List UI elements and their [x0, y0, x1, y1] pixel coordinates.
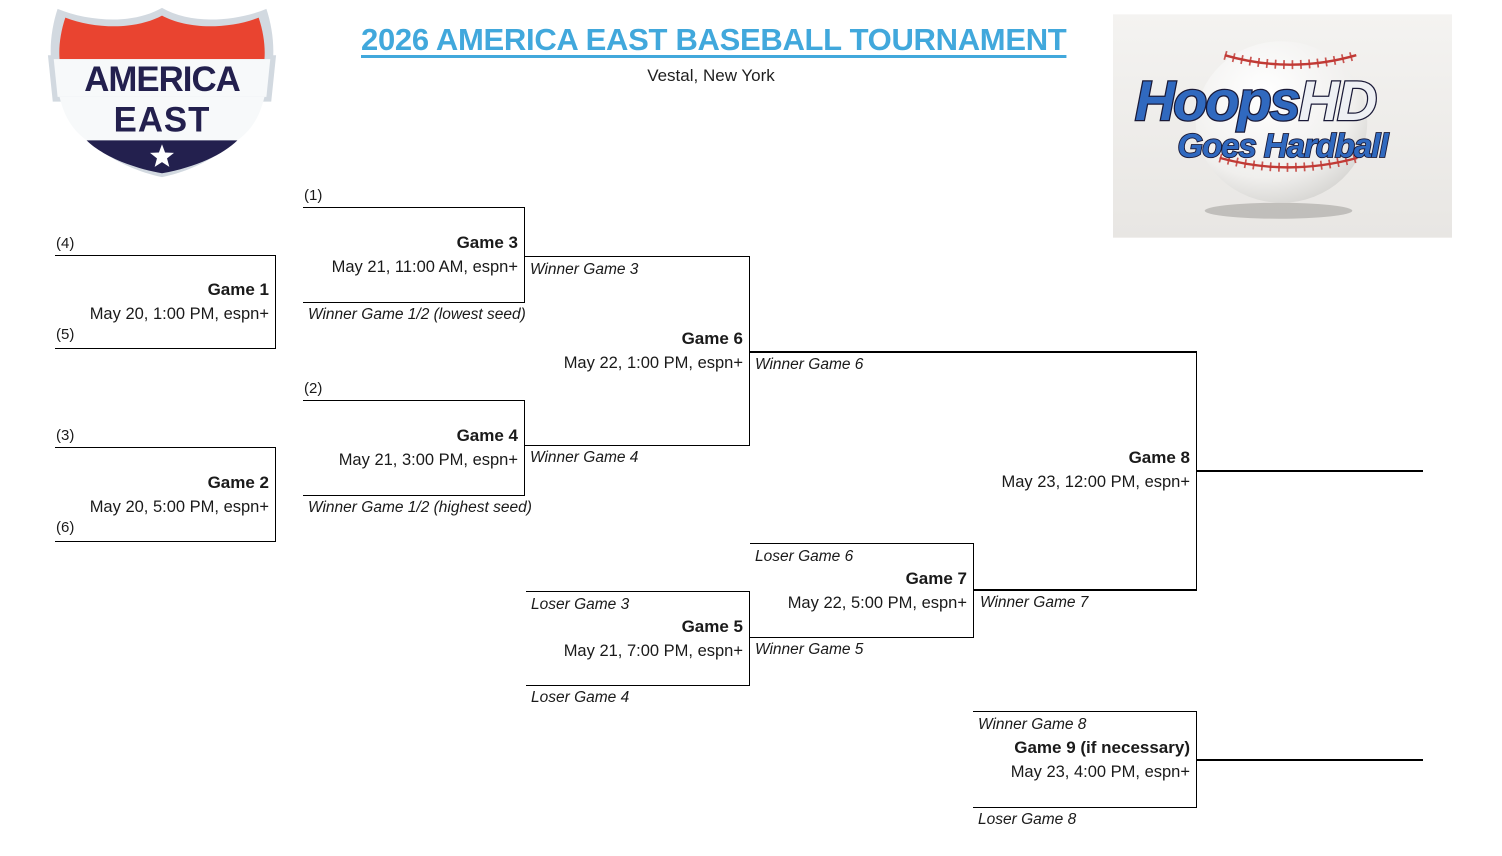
hoops-text: Hoops — [1135, 69, 1300, 132]
hd-text: HD — [1299, 69, 1376, 132]
game-5-bottom-feeder: Loser Game 4 — [531, 689, 630, 706]
game-8-bottom-line — [973, 589, 1197, 591]
game-8-name: Game 8 — [1128, 448, 1190, 467]
game-6-bottom-feeder: Winner Game 4 — [530, 449, 639, 466]
game-7-bracket: Loser Game 6 Winner Game 5 Game 7 May 22… — [750, 543, 974, 658]
game-4-top-seed: (2) — [304, 380, 323, 397]
game-3-bottom-feeder: Winner Game 1/2 (lowest seed) — [308, 306, 526, 323]
page-subtitle: Vestal, New York — [647, 66, 775, 85]
shield-text-america: AMERICA — [84, 60, 240, 99]
game-4-info: May 21, 3:00 PM, espn+ — [338, 451, 518, 469]
game-6-bracket: Winner Game 3 Winner Game 4 Game 6 May 2… — [525, 256, 750, 466]
game-9-bottom-feeder: Loser Game 8 — [978, 811, 1077, 828]
hoopshd-wordmark: HoopsHD — [1135, 69, 1376, 132]
game-8-winner-line — [1197, 470, 1423, 472]
page-title[interactable]: 2026 AMERICA EAST BASEBALL TOURNAMENT — [361, 22, 1067, 57]
america-east-logo-icon: AMERICA EAST — [47, 7, 277, 178]
game-5-top-feeder: Loser Game 3 — [531, 596, 630, 613]
game-2-bottom-seed: (6) — [56, 519, 75, 536]
shield-red-top — [59, 15, 265, 60]
game-8-top-line — [750, 351, 1197, 353]
game-9-winner-line — [1197, 759, 1423, 761]
game-4-bracket: (2) Winner Game 1/2 (highest seed) Game … — [303, 380, 532, 516]
game-3-top-seed: (1) — [304, 187, 323, 204]
game-5-info: May 21, 7:00 PM, espn+ — [563, 641, 743, 660]
game-8-top-feeder: Winner Game 6 — [755, 356, 864, 373]
game-1-name: Game 1 — [207, 280, 269, 299]
shield-star-icon — [150, 144, 174, 167]
game-9-name: Game 9 (if necessary) — [1014, 737, 1190, 757]
game-9-bracket: Winner Game 8 Loser Game 8 Game 9 (if ne… — [973, 711, 1197, 828]
game-9-top-feeder: Winner Game 8 — [978, 716, 1087, 733]
game-2-top-seed: (3) — [56, 427, 75, 444]
game-7-top-feeder: Loser Game 6 — [755, 548, 854, 565]
game-3-name: Game 3 — [456, 233, 518, 252]
game-1-top-seed: (4) — [56, 235, 75, 252]
baseball-seam-bottom — [1219, 156, 1358, 169]
game-3-info: May 21, 11:00 AM, espn+ — [331, 258, 518, 276]
goes-hardball-text: Goes Hardball — [1177, 127, 1389, 164]
game-7-name: Game 7 — [905, 568, 967, 588]
game-9-info: May 23, 4:00 PM, espn+ — [1010, 762, 1190, 781]
game-2-bracket: (3) (6) Game 2 May 20, 5:00 PM, espn+ — [55, 427, 276, 542]
game-4-name: Game 4 — [456, 426, 518, 445]
game-8-bottom-feeder: Winner Game 7 — [980, 594, 1089, 611]
game-6-top-feeder: Winner Game 3 — [530, 261, 639, 278]
game-1-bottom-seed: (5) — [56, 326, 75, 343]
game-5-name: Game 5 — [681, 616, 743, 636]
game-4-bottom-feeder: Winner Game 1/2 (highest seed) — [308, 499, 532, 516]
game-8-info: May 23, 12:00 PM, espn+ — [1001, 473, 1191, 491]
game-1-bracket: (4) (5) Game 1 May 20, 1:00 PM, espn+ — [55, 235, 276, 349]
shield-text-east: EAST — [114, 101, 211, 140]
shield-band-white — [53, 59, 271, 97]
game-3-bracket: (1) Winner Game 1/2 (lowest seed) Game 3… — [303, 187, 526, 323]
game-6-info: May 22, 1:00 PM, espn+ — [563, 354, 743, 372]
hoopshd-logo-icon: HoopsHD Goes Hardball — [1113, 14, 1452, 238]
game-7-info: May 22, 5:00 PM, espn+ — [787, 593, 967, 612]
game-2-info: May 20, 5:00 PM, espn+ — [89, 497, 269, 516]
game-6-name: Game 6 — [681, 329, 743, 348]
game-5-bracket: Loser Game 3 Loser Game 4 Game 5 May 21,… — [526, 591, 750, 706]
ball-shadow — [1204, 202, 1353, 219]
shield-lower-white — [59, 96, 265, 141]
game-8-vertical-line — [1195, 351, 1197, 590]
game-2-name: Game 2 — [207, 472, 269, 492]
game-7-bottom-feeder: Winner Game 5 — [755, 641, 864, 658]
baseball-seam-top — [1224, 54, 1357, 66]
game-1-info: May 20, 1:00 PM, espn+ — [89, 305, 269, 323]
